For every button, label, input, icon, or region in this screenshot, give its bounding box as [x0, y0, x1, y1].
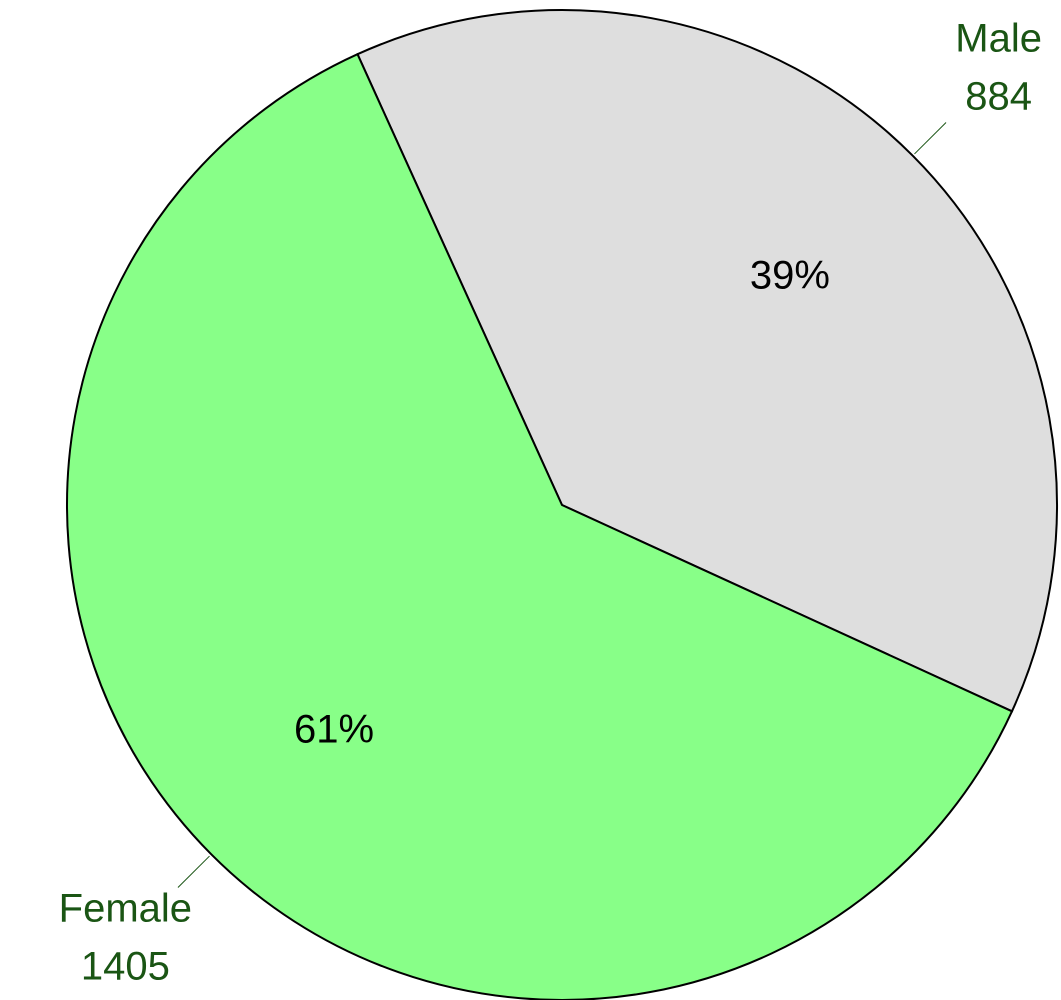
pie-slice [66, 52, 1014, 1000]
slice-value: 884 [965, 75, 1032, 119]
percent-label: 39% [750, 254, 830, 298]
pie-slice [356, 9, 1058, 713]
slice-value: 1405 [81, 944, 170, 988]
leader-line [177, 855, 210, 888]
percent-label: 61% [294, 708, 374, 752]
slice-name: Female [59, 886, 192, 930]
slice-name: Male [955, 17, 1042, 61]
leader-line [914, 122, 947, 155]
